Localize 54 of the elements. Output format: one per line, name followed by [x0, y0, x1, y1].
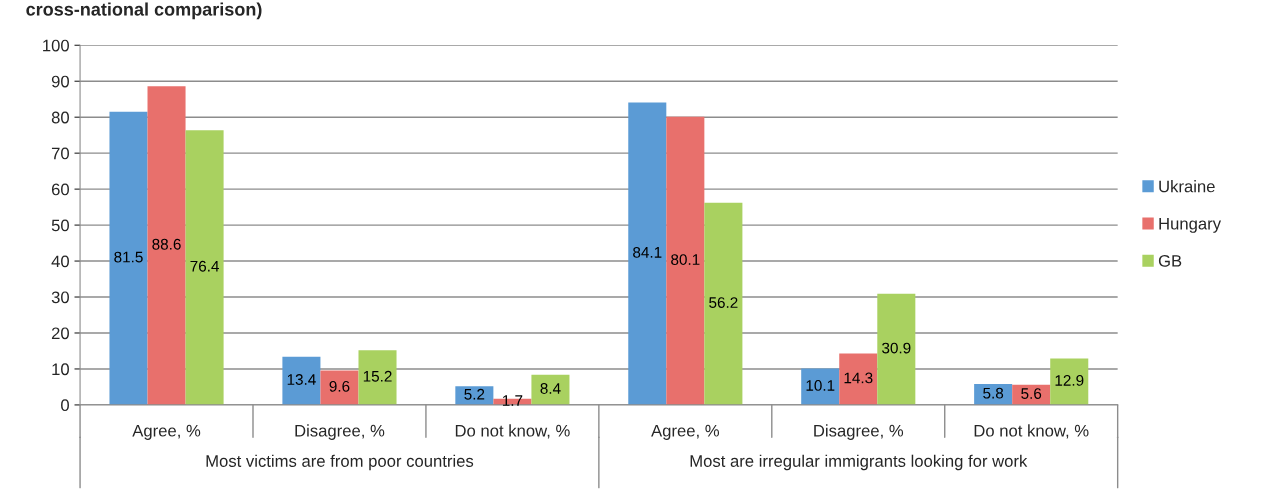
y-tick-label: 50 [51, 219, 69, 232]
y-tick-label: 80 [51, 111, 69, 124]
y-tick-label: 70 [51, 147, 69, 160]
data-label: 15.2 [363, 370, 392, 382]
x-tick-label: Disagree, % [295, 424, 385, 440]
data-label: 13.4 [287, 374, 316, 385]
data-label: 81.5 [114, 251, 143, 263]
y-tick-label: 30 [51, 291, 69, 304]
y-tick-label: 20 [51, 327, 69, 340]
y-tick-label: 0 [61, 399, 69, 412]
data-label: 12.9 [1055, 375, 1084, 386]
data-label: 5.8 [983, 387, 1004, 399]
data-label: 84.1 [633, 246, 662, 258]
text: Most victims are from poor countries [206, 454, 474, 471]
legend-label: Hungary [1159, 217, 1222, 233]
x-tick-label: Agree, % [132, 424, 201, 440]
bar [185, 130, 224, 405]
bar [358, 350, 397, 405]
data-label: 56.2 [709, 297, 738, 308]
chart-title: cross-national comparison) [26, 2, 262, 20]
bar [531, 374, 570, 405]
y-tick-label: 40 [51, 255, 69, 268]
data-label: 30.9 [882, 342, 911, 354]
y-tick-label: 100 [43, 39, 69, 52]
legend-label: GB [1158, 254, 1182, 267]
bar [666, 116, 705, 405]
x-tick-label: Do not know, % [974, 424, 1089, 439]
x-tick-label: Agree, % [651, 424, 720, 440]
x-tick-label: Do not know, % [455, 424, 570, 439]
bar [109, 111, 148, 405]
bar [839, 353, 878, 405]
data-label: 8.4 [540, 383, 561, 394]
bar [147, 86, 186, 405]
y-tick-label: 60 [51, 183, 69, 196]
x-tick-label: Disagree, % [814, 424, 904, 440]
data-label: 5.2 [464, 388, 485, 400]
y-tick-label: 90 [51, 75, 69, 88]
bar [1050, 358, 1089, 405]
bar [704, 202, 743, 405]
data-label: 80.1 [671, 254, 700, 265]
data-label: 14.3 [844, 372, 873, 384]
bar [282, 356, 321, 405]
data-label: 5.6 [1021, 388, 1042, 399]
bar [320, 370, 359, 405]
data-label: 76.4 [190, 260, 219, 272]
data-label: 1.7 [502, 395, 523, 406]
data-label: 88.6 [152, 238, 181, 250]
data-label: 10.1 [806, 380, 835, 391]
legend-label: Ukraine [1159, 180, 1215, 193]
data-label: 9.6 [329, 380, 350, 392]
text: Most are irregular immigrants looking for work [690, 454, 1028, 471]
bar [628, 102, 667, 405]
bar [877, 293, 916, 405]
y-tick-label: 10 [52, 363, 69, 376]
